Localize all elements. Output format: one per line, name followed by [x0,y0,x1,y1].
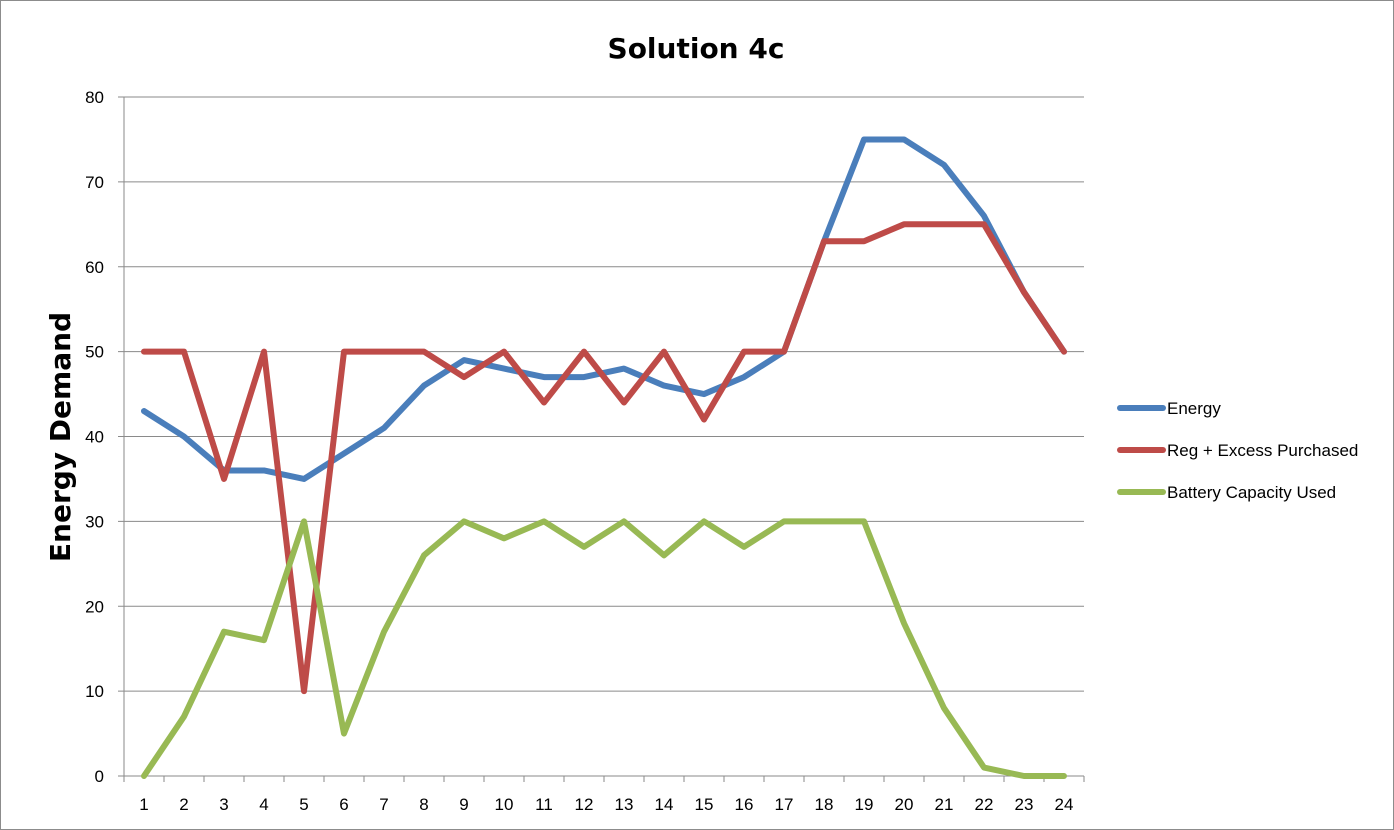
chart-title: Solution 4c [608,32,785,65]
x-tick-label: 24 [1055,795,1074,814]
axes [118,96,1085,782]
y-tick-label: 0 [95,767,104,786]
y-tick-label: 40 [85,428,104,447]
x-tick-label: 6 [339,795,348,814]
x-tick-label: 8 [419,795,428,814]
x-tick-label: 3 [219,795,228,814]
y-tick-label: 10 [85,682,104,701]
x-tick-label: 23 [1015,795,1034,814]
x-tick-labels: 1 2 3 4 5 6 7 8 9 10 11 12 13 14 15 16 17 18 19 20 21 22 23 24 [139,795,1073,814]
x-tick-label: 18 [815,795,834,814]
x-tick-label: 16 [735,795,754,814]
y-tick-labels: 0 10 20 30 40 50 60 70 80 [85,88,104,786]
x-tick-label: 7 [379,795,388,814]
x-tick-label: 5 [299,795,308,814]
gridlines [124,96,1084,692]
y-tick-label: 80 [85,88,104,107]
series-line-1 [141,136,1067,482]
y-axis-label: Energy Demand [44,312,77,562]
x-tick-label: 19 [855,795,874,814]
x-tick-label: 1 [139,795,148,814]
legend-label: Battery Capacity Used [1167,483,1336,502]
x-tick-label: 10 [495,795,514,814]
x-tick-label: 14 [655,795,674,814]
y-tick-label: 60 [85,258,104,277]
y-tick-label: 50 [85,343,104,362]
x-tick-label: 21 [935,795,954,814]
x-tick-label: 22 [975,795,994,814]
y-tick-label: 20 [85,597,104,616]
series-line-3 [141,518,1067,779]
x-tick-label: 12 [575,795,594,814]
legend: Energy Reg + Excess Purchased Battery Capa… [1117,399,1358,502]
x-tick-label: 2 [179,795,188,814]
x-tick-label: 13 [615,795,634,814]
series-line-2 [141,221,1067,695]
x-tick-label: 11 [535,795,553,814]
x-tick-label: 15 [695,795,714,814]
series-lines [141,136,1067,779]
y-tick-label: 70 [85,173,104,192]
legend-label: Reg + Excess Purchased [1167,441,1358,460]
x-tick-label: 20 [895,795,914,814]
y-tick-label: 30 [85,512,104,531]
legend-label: Energy [1167,399,1221,418]
x-tick-label: 9 [459,795,468,814]
x-tick-label: 17 [775,795,794,814]
x-tick-label: 4 [259,795,268,814]
